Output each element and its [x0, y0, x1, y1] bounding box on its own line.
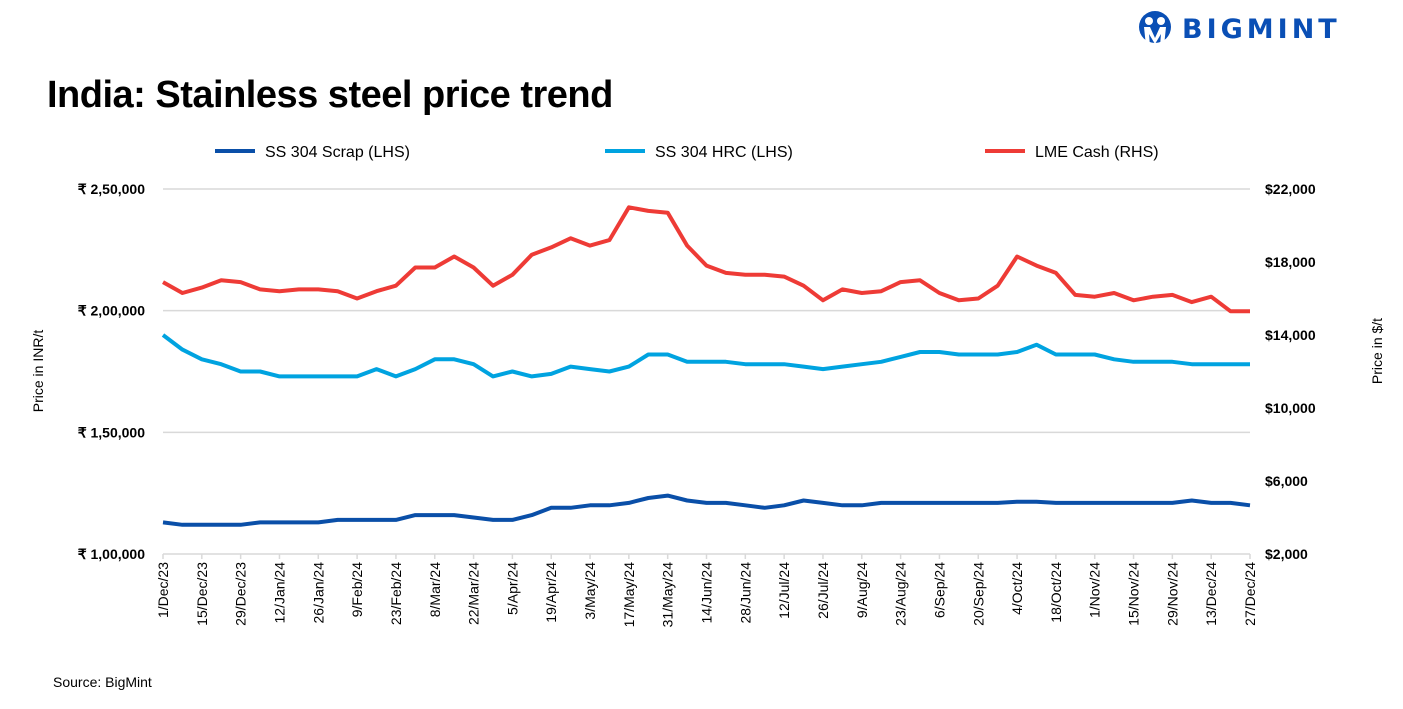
legend: SS 304 Scrap (LHS) SS 304 HRC (LHS) LME Ca… — [215, 144, 1159, 161]
x-tick-label: 20/Sep/24 — [970, 562, 986, 626]
legend-label: LME Cash (RHS) — [1035, 144, 1159, 161]
x-tick-label: 26/Jan/24 — [310, 562, 326, 624]
left-axis: ₹ 1,00,000 ₹ 1,50,000 ₹ 2,00,000 ₹ 2,50,000 — [78, 181, 146, 562]
bigmint-logo: BIGMINT — [1138, 10, 1341, 48]
x-tick-label: 9/Feb/24 — [349, 562, 365, 617]
right-axis-title: Price in $/t — [1369, 318, 1385, 384]
legend-label: SS 304 Scrap (LHS) — [265, 144, 410, 161]
y-tick-label: ₹ 2,50,000 — [78, 181, 146, 197]
x-tick-label: 9/Aug/24 — [854, 562, 870, 618]
chart-title: India: Stainless steel price trend — [47, 74, 613, 116]
x-tick-label: 29/Dec/23 — [233, 562, 249, 626]
x-tick-label: 14/Jun/24 — [699, 562, 715, 624]
x-tick-label: 8/Mar/24 — [427, 562, 443, 617]
gridlines — [163, 188, 1250, 555]
x-tick-label: 5/Apr/24 — [504, 562, 520, 615]
x-tick-label: 1/Nov/24 — [1087, 562, 1103, 618]
x-tick-label: 1/Dec/23 — [155, 562, 171, 618]
source-note: Source: BigMint — [53, 674, 152, 690]
y2-tick-label: $2,000 — [1265, 546, 1308, 562]
x-tick-label: 3/May/24 — [582, 562, 598, 620]
x-tick-label: 23/Feb/24 — [388, 562, 404, 625]
series-line-scrap — [162, 493, 1251, 527]
legend-item: SS 304 HRC (LHS) — [605, 144, 793, 161]
x-tick-label: 4/Oct/24 — [1009, 562, 1025, 615]
x-tick-label: 13/Dec/24 — [1203, 562, 1219, 626]
x-tick-label: 28/Jun/24 — [737, 562, 753, 624]
y-tick-label: ₹ 1,50,000 — [78, 424, 146, 440]
legend-item: LME Cash (RHS) — [985, 144, 1159, 161]
x-tick-label: 17/May/24 — [621, 562, 637, 628]
logo-text: BIGMINT — [1182, 13, 1341, 45]
x-tick-label: 31/May/24 — [660, 562, 676, 628]
right-axis: $2,000 $6,000 $10,000 $14,000 $18,000 $22,000 — [1265, 181, 1316, 562]
x-tick-label: 19/Apr/24 — [543, 562, 559, 623]
series-line-hrc — [161, 333, 1250, 379]
logo-mark-icon — [1139, 11, 1171, 46]
series-lines — [161, 205, 1251, 527]
x-tick-label: 22/Mar/24 — [466, 562, 482, 625]
series-line-lme — [162, 205, 1250, 314]
x-tick-label: 26/Jul/24 — [815, 562, 831, 619]
y2-tick-label: $6,000 — [1265, 473, 1308, 489]
y-tick-label: ₹ 2,00,000 — [78, 303, 146, 319]
x-tick-label: 18/Oct/24 — [1048, 562, 1064, 623]
y2-tick-label: $18,000 — [1265, 254, 1316, 270]
legend-label: SS 304 HRC (LHS) — [655, 144, 793, 161]
x-tick-label: 12/Jul/24 — [776, 562, 792, 619]
x-tick-label: 6/Sep/24 — [931, 562, 947, 618]
x-tick-label: 23/Aug/24 — [893, 562, 909, 626]
y-tick-label: ₹ 1,00,000 — [78, 546, 146, 562]
x-tick-label: 15/Dec/23 — [194, 562, 210, 626]
x-axis: 1/Dec/23 15/Dec/23 29/Dec/23 12/Jan/24 26/Ja… — [155, 554, 1258, 627]
y2-tick-label: $14,000 — [1265, 327, 1316, 343]
legend-item: SS 304 Scrap (LHS) — [215, 144, 410, 161]
y2-tick-label: $10,000 — [1265, 400, 1316, 416]
x-tick-label: 29/Nov/24 — [1164, 562, 1180, 626]
x-tick-label: 15/Nov/24 — [1126, 562, 1142, 626]
x-tick-label: 27/Dec/24 — [1242, 562, 1258, 626]
y2-tick-label: $22,000 — [1265, 181, 1316, 197]
left-axis-title: Price in INR/t — [30, 330, 46, 413]
x-tick-label: 12/Jan/24 — [271, 562, 287, 624]
